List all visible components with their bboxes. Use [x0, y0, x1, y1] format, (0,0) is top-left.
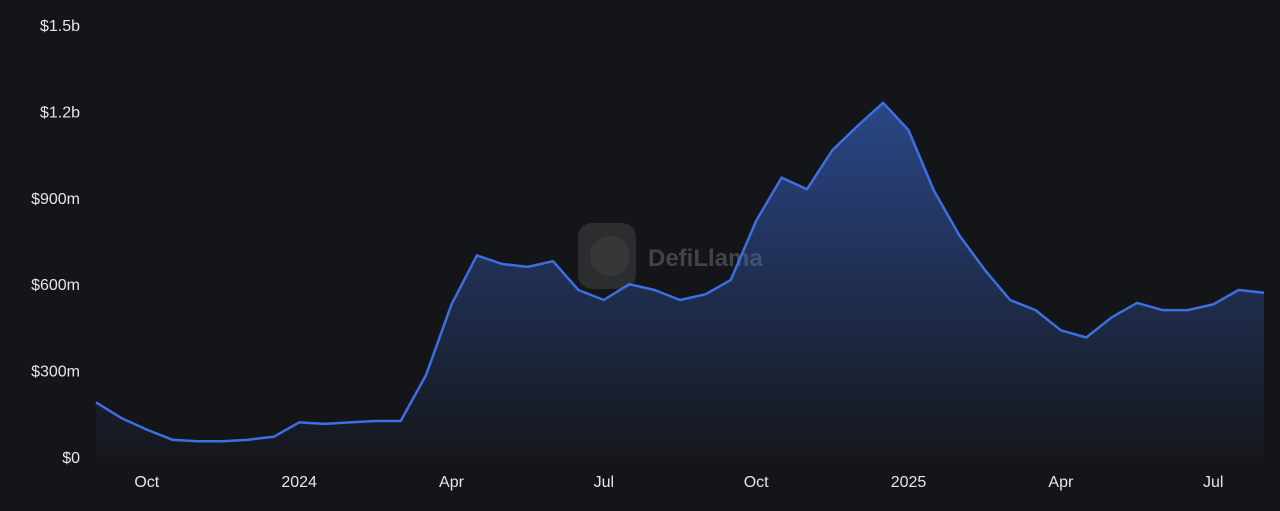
y-tick-label: $1.5b — [40, 18, 80, 35]
watermark-logo-face — [590, 236, 630, 276]
x-tick-label: 2024 — [281, 474, 317, 491]
y-tick-label: $1.2b — [40, 104, 80, 121]
y-tick-label: $600m — [31, 277, 80, 294]
y-tick-label: $300m — [31, 364, 80, 381]
y-tick-label: $0 — [62, 450, 80, 467]
x-tick-label: Apr — [439, 474, 465, 491]
x-tick-label: Oct — [744, 474, 769, 491]
y-tick-label: $900m — [31, 191, 80, 208]
x-tick-label: Apr — [1048, 474, 1074, 491]
x-tick-label: Jul — [594, 474, 614, 491]
line — [95, 101, 1265, 443]
x-tick-label: Jul — [1203, 474, 1223, 491]
x-tick-label: 2025 — [891, 474, 927, 491]
x-tick-label: Oct — [134, 474, 159, 491]
area — [96, 102, 1264, 458]
watermark-logo — [578, 223, 636, 289]
